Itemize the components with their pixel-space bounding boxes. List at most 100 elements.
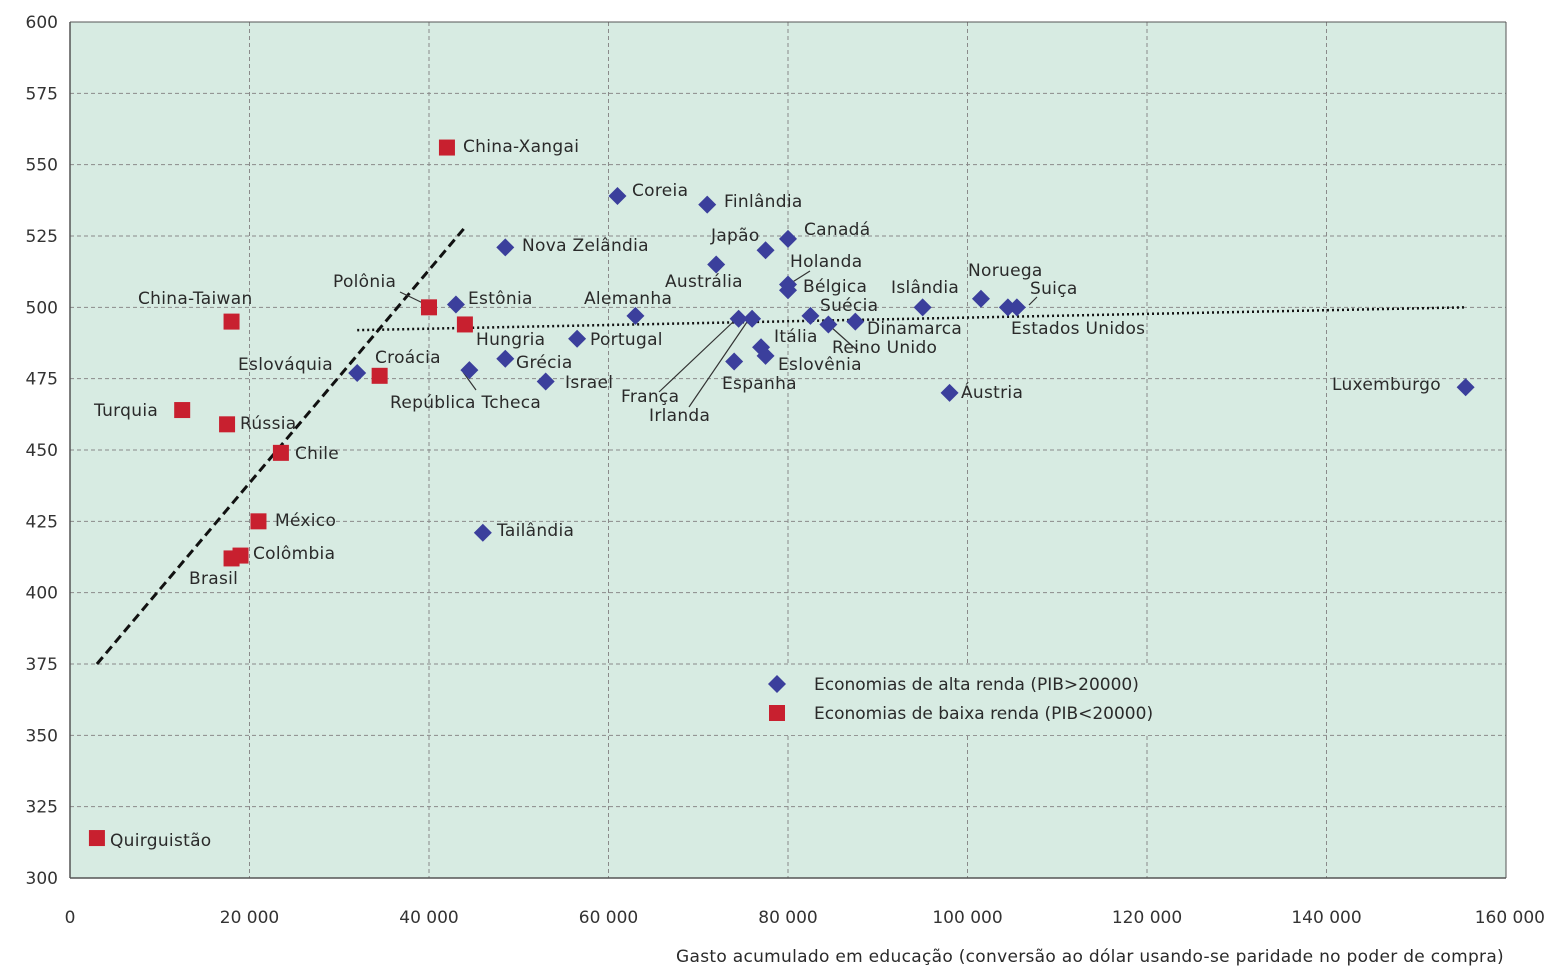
low-income-point xyxy=(174,402,191,419)
high-income-point xyxy=(940,383,959,402)
point-label: Grécia xyxy=(516,353,573,373)
low-income-point xyxy=(371,367,388,384)
point-label: Alemanha xyxy=(584,289,672,309)
point-label: Nova Zelândia xyxy=(522,236,649,256)
y-tick-label: 500 xyxy=(26,298,58,318)
y-tick-label: 550 xyxy=(26,156,58,176)
point-label: México xyxy=(275,511,336,531)
point-label: Tailândia xyxy=(496,521,574,541)
y-tick-label: 575 xyxy=(26,84,58,104)
point-label: Noruega xyxy=(968,261,1043,281)
high-income-point xyxy=(743,309,762,328)
point-label: Suécia xyxy=(820,296,878,316)
point-label: Finlândia xyxy=(724,192,803,212)
leader-line xyxy=(790,270,811,284)
point-label: Croácia xyxy=(375,348,441,368)
y-axis-ticks: 300 325 350 375 400 425 450 475 500 525 550 575 600 xyxy=(26,13,58,889)
x-tick-label: 140 000 xyxy=(1291,908,1361,928)
data-points xyxy=(88,139,1475,847)
point-label: Eslovênia xyxy=(778,355,862,375)
x-tick-label: 0 xyxy=(65,908,76,928)
high-income-point xyxy=(496,238,515,257)
high-income-point xyxy=(725,352,744,371)
y-tick-label: 300 xyxy=(26,869,58,889)
low-income-point xyxy=(88,830,105,847)
legend: Economias de alta renda (PIB>20000) Econo… xyxy=(736,665,1216,735)
low-income-point xyxy=(272,444,289,461)
high-income-point xyxy=(971,289,990,308)
x-tick-label: 20 000 xyxy=(220,908,279,928)
high-income-point xyxy=(729,309,748,328)
point-label: Israel xyxy=(565,373,613,393)
point-label: Holanda xyxy=(790,252,862,272)
high-income-point xyxy=(756,346,775,365)
point-label: Irlanda xyxy=(649,406,710,426)
high-income-point xyxy=(626,306,645,325)
y-tick-label: 450 xyxy=(26,441,58,461)
point-label: Canadá xyxy=(804,220,871,240)
point-label: Hungria xyxy=(476,330,545,350)
gridlines xyxy=(69,21,1507,879)
low-income-point xyxy=(421,299,437,316)
point-label: Portugal xyxy=(590,330,663,350)
legend-square-icon xyxy=(769,705,785,721)
low-income-point xyxy=(250,513,267,530)
point-label: Dinamarca xyxy=(867,319,962,339)
high-income-point xyxy=(608,187,627,206)
high-income-point xyxy=(707,255,726,274)
point-label: Luxemburgo xyxy=(1332,375,1441,395)
point-label: Islândia xyxy=(891,278,959,298)
point-label: Japão xyxy=(710,226,760,246)
point-label: Colômbia xyxy=(253,544,335,564)
high-income-point xyxy=(1456,378,1475,397)
y-tick-label: 600 xyxy=(26,13,58,33)
high-income-point xyxy=(446,295,465,314)
leader-line xyxy=(462,371,477,391)
high-income-point xyxy=(348,363,367,382)
x-tick-label: 60 000 xyxy=(579,908,638,928)
high-income-point xyxy=(473,523,492,542)
high-income-point xyxy=(460,361,479,380)
point-labels: China-Xangai Coreia Finlândia Nova Zelândia… xyxy=(93,137,1441,851)
high-income-point xyxy=(756,241,775,260)
point-label: Chile xyxy=(295,444,339,464)
point-label: Eslováquia xyxy=(238,355,333,375)
leader-line xyxy=(1028,296,1038,306)
low-income-point xyxy=(219,416,236,433)
y-tick-label: 525 xyxy=(26,227,58,247)
point-label: China-Xangai xyxy=(463,137,579,157)
x-tick-label: 120 000 xyxy=(1112,908,1182,928)
leader-line xyxy=(658,321,734,393)
point-label: Reino Unido xyxy=(832,338,937,358)
y-tick-label: 350 xyxy=(26,726,58,746)
leader-line xyxy=(830,326,859,352)
point-label: Áustria xyxy=(961,381,1023,403)
high-income-point xyxy=(568,329,587,348)
x-axis-title: Gasto acumulado em educação (conversão a… xyxy=(676,947,1504,967)
x-axis-ticks: 0 20 000 40 000 60 000 80 000 100 000 120 000 1… xyxy=(65,908,1545,928)
point-label: Polônia xyxy=(333,272,396,292)
point-label: Brasil xyxy=(189,569,238,589)
point-label: Estados Unidos xyxy=(1011,319,1145,339)
high-income-point xyxy=(819,315,838,334)
x-tick-label: 100 000 xyxy=(932,908,1002,928)
high-income-point xyxy=(846,312,865,331)
high-income-point xyxy=(779,281,797,300)
point-label: Turquia xyxy=(93,401,158,421)
high-income-point xyxy=(801,306,820,325)
point-label: Rússia xyxy=(240,414,296,434)
leader-line xyxy=(688,321,748,408)
x-tick-label: 80 000 xyxy=(758,908,817,928)
y-tick-label: 475 xyxy=(26,370,58,390)
y-tick-label: 425 xyxy=(26,512,58,532)
high-income-point xyxy=(1007,298,1026,317)
point-label: China-Taiwan xyxy=(138,289,253,309)
point-label: Bélgica xyxy=(803,277,867,297)
high-income-point xyxy=(698,195,717,214)
low-income-point xyxy=(456,316,473,333)
point-label: Austrália xyxy=(665,272,743,292)
y-tick-label: 400 xyxy=(26,584,58,604)
point-label: Espanha xyxy=(722,374,797,394)
low-income-point xyxy=(223,313,240,330)
